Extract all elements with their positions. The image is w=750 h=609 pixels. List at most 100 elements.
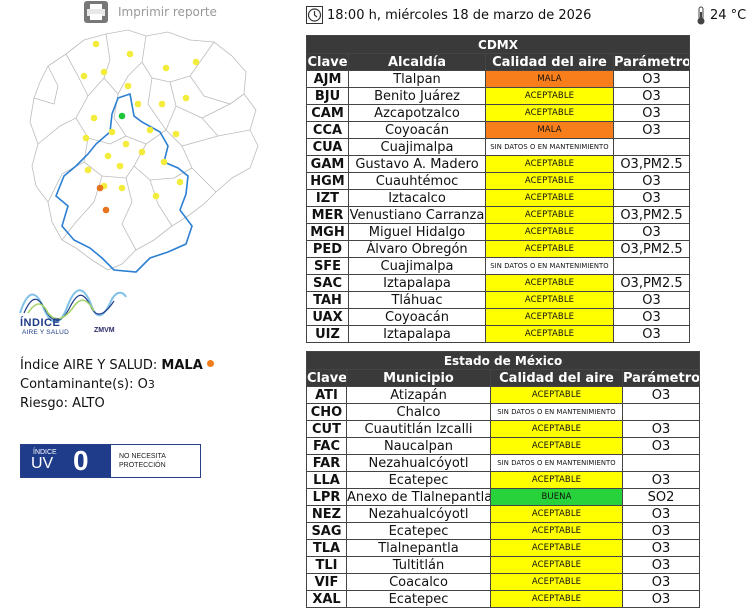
station-location: Coyoacán [348,121,486,139]
station-dot[interactable] [100,68,108,76]
table-row: TLI Tultitlán ACEPTABLE O3 [306,556,701,574]
air-quality-cell: ACEPTABLE [485,172,614,190]
table-row: FAR Nezahualcóyotl SIN DATOS O EN MANTENIM… [306,454,701,472]
station-dot[interactable] [158,100,166,108]
station-dot[interactable] [172,130,180,138]
station-code: MGH [306,223,349,241]
station-dot[interactable] [96,184,104,192]
table-title: Estado de México [305,351,701,370]
station-dot[interactable] [126,50,134,58]
station-dot[interactable] [82,134,90,142]
station-code: LLA [306,471,347,489]
col-header-clave: Clave [306,369,347,387]
station-location: Coacalco [346,573,491,591]
station-location: Anexo de Tlalnepantla [346,488,491,506]
print-report-label: Imprimir reporte [118,5,217,19]
parameter-cell [612,257,691,275]
indice-value: MALA [161,358,203,373]
station-location: Chalco [346,403,491,421]
station-location: Coyoacán [348,308,486,326]
station-location: Nezahualcóyotl [346,505,491,523]
station-dot[interactable] [80,72,88,80]
station-dot[interactable] [152,192,160,200]
station-location: Venustiano Carranza [348,206,486,224]
table-row: CAM Azcapotzalco ACEPTABLE O3 [306,104,691,122]
indice-label: Índice AIRE Y SALUD: [20,358,158,373]
station-dot[interactable] [176,178,184,186]
parameter-cell [621,403,701,421]
thermometer-icon [697,6,705,25]
uv-label-small: ÍNDICE [33,449,57,456]
station-code: CCA [306,121,349,139]
parameter-cell: O3,PM2.5 [612,240,691,258]
station-code: VIF [306,573,347,591]
table-row: LPR Anexo de Tlalnepantla BUENA SO2 [306,488,701,506]
air-quality-cell: ACEPTABLE [485,223,614,241]
station-code: NEZ [306,505,347,523]
table-row: VIF Coacalco ACEPTABLE O3 [306,573,701,591]
station-location: Álvaro Obregón [348,240,486,258]
station-code: MER [306,206,349,224]
station-dot[interactable] [160,158,168,166]
station-dot[interactable] [134,100,142,108]
station-dot[interactable] [90,114,98,122]
col-header-alcaldia: Alcaldía [348,53,486,71]
parameter-cell: O3 [612,87,691,105]
temperature: 24 °C [710,8,747,23]
station-dot[interactable] [102,206,110,214]
station-code: LPR [306,488,347,506]
table-row: MER Venustiano Carranza ACEPTABLE O3,PM2.5 [306,206,691,224]
station-dot[interactable] [182,94,190,102]
station-dot[interactable] [192,58,200,66]
col-header-calidad: Calidad del aire [485,53,614,71]
station-location: Tlalpan [348,70,486,88]
station-code: FAR [306,454,347,472]
station-dot[interactable] [104,152,112,160]
table-row: IZT Iztacalco ACEPTABLE O3 [306,189,691,207]
station-code: TAH [306,291,349,309]
riesgo-value: ALTO [72,396,105,411]
uv-message-line1: NO NECESITA [119,453,166,460]
quality-dot-icon [206,360,214,367]
logo-text: ÍNDICE AIRE Y SALUD ZMVM [18,317,128,339]
station-location: Cuajimalpa [348,257,486,275]
station-dot[interactable] [122,140,130,148]
station-dot[interactable] [118,112,126,120]
station-location: Atizapán [346,386,491,404]
station-code: SAC [306,274,349,292]
logo-subtitle: AIRE Y SALUD [22,329,69,336]
parameter-cell: O3 [612,189,691,207]
cdmx-boundary [55,92,193,273]
station-dot[interactable] [108,128,116,136]
parameter-cell: O3 [621,556,701,574]
table-row: NEZ Nezahualcóyotl ACEPTABLE O3 [306,505,701,523]
station-dot[interactable] [84,166,92,174]
station-dot[interactable] [118,184,126,192]
station-dot[interactable] [124,82,132,90]
station-location: Ecatepec [346,471,491,489]
station-dot[interactable] [146,126,154,134]
station-location: Iztapalapa [348,274,486,292]
table-row: UIZ Iztapalapa ACEPTABLE O3 [306,325,691,343]
parameter-cell: O3 [612,325,691,343]
air-quality-cell: ACEPTABLE [485,291,614,309]
station-code: AJM [306,70,349,88]
print-report-button[interactable]: Imprimir reporte [84,1,217,23]
station-dot[interactable] [92,40,100,48]
air-quality-cell: BUENA [490,488,623,506]
station-dot[interactable] [138,148,146,156]
table-row: TLA Tlalnepantla ACEPTABLE O3 [306,539,701,557]
table-row: CUT Cuautitlán Izcalli ACEPTABLE O3 [306,420,701,438]
table-row: TAH Tláhuac ACEPTABLE O3 [306,291,691,309]
station-location: Iztacalco [348,189,486,207]
station-dot[interactable] [162,64,170,72]
logo-title: ÍNDICE [20,317,61,329]
air-quality-cell: ACEPTABLE [490,386,623,404]
parameter-cell: O3 [621,505,701,523]
station-code: CHO [306,403,347,421]
air-quality-cell: ACEPTABLE [490,420,623,438]
air-health-summary: Índice AIRE Y SALUD: MALA Contaminante(s… [20,356,214,413]
parameter-cell: O3 [621,471,701,489]
station-dot[interactable] [116,162,124,170]
air-quality-cell: MALA [485,70,614,88]
